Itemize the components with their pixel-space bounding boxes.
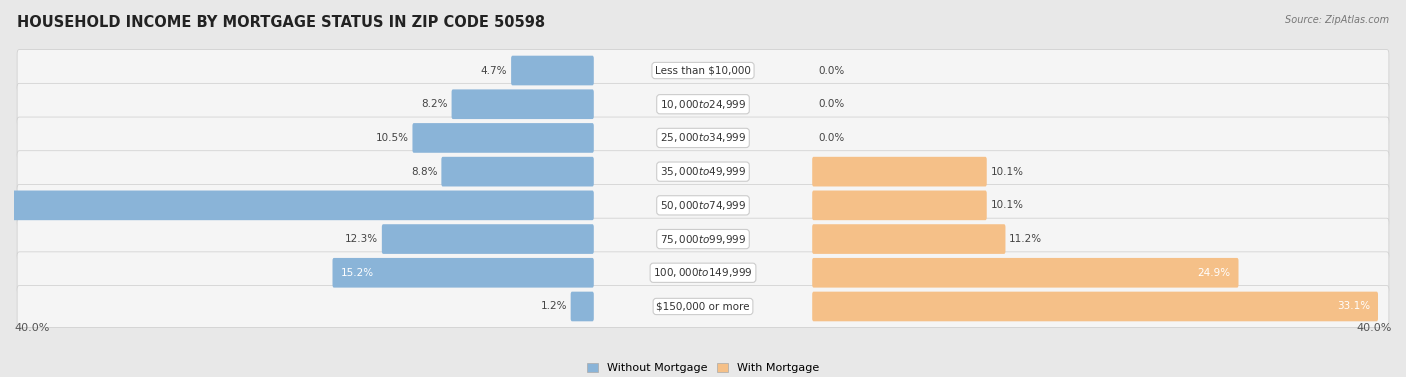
Text: $150,000 or more: $150,000 or more	[657, 302, 749, 311]
FancyBboxPatch shape	[451, 89, 593, 119]
FancyBboxPatch shape	[813, 157, 987, 187]
FancyBboxPatch shape	[17, 286, 1389, 327]
FancyBboxPatch shape	[813, 292, 1378, 321]
Text: $100,000 to $149,999: $100,000 to $149,999	[654, 266, 752, 279]
FancyBboxPatch shape	[382, 224, 593, 254]
Text: 15.2%: 15.2%	[340, 268, 374, 278]
Text: $25,000 to $34,999: $25,000 to $34,999	[659, 132, 747, 144]
Text: 33.1%: 33.1%	[1337, 302, 1369, 311]
FancyBboxPatch shape	[813, 258, 1239, 288]
Text: 1.2%: 1.2%	[540, 302, 567, 311]
Text: 10.1%: 10.1%	[990, 200, 1024, 210]
Text: $75,000 to $99,999: $75,000 to $99,999	[659, 233, 747, 245]
Text: 8.8%: 8.8%	[411, 167, 437, 177]
Text: HOUSEHOLD INCOME BY MORTGAGE STATUS IN ZIP CODE 50598: HOUSEHOLD INCOME BY MORTGAGE STATUS IN Z…	[17, 15, 546, 30]
FancyBboxPatch shape	[0, 190, 593, 220]
Text: 24.9%: 24.9%	[1198, 268, 1230, 278]
Text: 4.7%: 4.7%	[481, 66, 508, 75]
FancyBboxPatch shape	[813, 224, 1005, 254]
Text: $35,000 to $49,999: $35,000 to $49,999	[659, 165, 747, 178]
Text: 0.0%: 0.0%	[818, 99, 845, 109]
Text: 0.0%: 0.0%	[818, 133, 845, 143]
Text: $50,000 to $74,999: $50,000 to $74,999	[659, 199, 747, 212]
FancyBboxPatch shape	[17, 151, 1389, 193]
FancyBboxPatch shape	[412, 123, 593, 153]
FancyBboxPatch shape	[17, 50, 1389, 91]
Text: 40.0%: 40.0%	[14, 323, 49, 333]
Text: 0.0%: 0.0%	[818, 66, 845, 75]
Text: Source: ZipAtlas.com: Source: ZipAtlas.com	[1285, 15, 1389, 25]
FancyBboxPatch shape	[332, 258, 593, 288]
FancyBboxPatch shape	[512, 56, 593, 85]
FancyBboxPatch shape	[17, 218, 1389, 260]
Text: 40.0%: 40.0%	[1357, 323, 1392, 333]
Text: $10,000 to $24,999: $10,000 to $24,999	[659, 98, 747, 111]
FancyBboxPatch shape	[571, 292, 593, 321]
Text: 8.2%: 8.2%	[422, 99, 449, 109]
FancyBboxPatch shape	[441, 157, 593, 187]
FancyBboxPatch shape	[17, 83, 1389, 125]
Legend: Without Mortgage, With Mortgage: Without Mortgage, With Mortgage	[582, 359, 824, 377]
FancyBboxPatch shape	[17, 184, 1389, 226]
Text: 10.1%: 10.1%	[990, 167, 1024, 177]
Text: 12.3%: 12.3%	[344, 234, 378, 244]
Text: 10.5%: 10.5%	[375, 133, 409, 143]
FancyBboxPatch shape	[17, 117, 1389, 159]
FancyBboxPatch shape	[813, 190, 987, 220]
FancyBboxPatch shape	[17, 252, 1389, 294]
Text: 11.2%: 11.2%	[1010, 234, 1042, 244]
Text: Less than $10,000: Less than $10,000	[655, 66, 751, 75]
